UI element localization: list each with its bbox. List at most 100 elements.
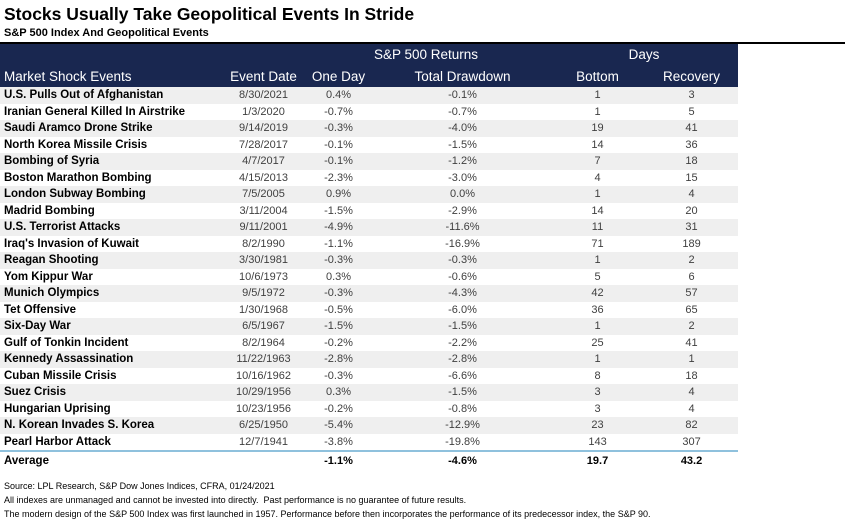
value-cell: -0.6% [448,270,477,283]
value-cell: 189 [682,237,701,250]
page-title: Stocks Usually Take Geopolitical Events … [4,4,415,24]
value-cell: 0.3% [325,386,352,398]
col-header-total-drawdown: Total Drawdown [375,64,551,87]
value-cell: -0.7% [448,105,477,118]
value-cell: -5.4% [324,419,353,431]
value-cell: -0.5% [324,303,353,316]
geopolitical-events-table: S&P 500 Returns Days Market Shock Events… [0,44,739,470]
value-cell: 10/23/1956 [235,402,292,415]
value-cell: 8/2/1964 [242,336,285,349]
value-cell: -4.3% [448,287,477,299]
event-name-cell: Hungarian Uprising [4,402,111,415]
value-cell: 4/15/2013 [239,171,288,184]
event-name-cell: Average [4,455,49,467]
value-cell: 0.4% [325,89,352,101]
table-row: Boston Marathon Bombing 4/15/2013 -2.3% -3.… [0,170,738,187]
value-cell: -0.8% [448,402,477,415]
value-cell: -0.1% [448,89,477,101]
table-row: Cuban Missile Crisis 10/16/1962 -0.3% -6.6%… [0,368,738,385]
value-cell: 10/6/1973 [239,270,288,283]
table-row: North Korea Missile Crisis 7/28/2017 -0.1%… [0,137,738,154]
event-name-cell: Reagan Shooting [4,254,99,266]
value-cell: -6.0% [448,303,477,316]
table-row: Kennedy Assassination 11/22/1963 -2.8% -2.8… [0,351,739,368]
value-cell: -16.9% [445,237,480,250]
value-cell: -1.1% [324,455,353,467]
value-cell: 7/5/2005 [242,188,285,200]
event-name-cell: Munich Olympics [4,287,100,299]
value-cell: 1/3/2020 [242,105,285,118]
value-cell: 1 [594,353,601,365]
value-cell: 14 [591,138,604,151]
value-cell: -0.3% [324,254,353,266]
value-cell: -0.3% [324,369,353,382]
value-cell: 9/14/2019 [239,122,288,134]
event-name-cell: Iranian General Killed In Airstrike [4,105,186,118]
table-row: Reagan Shooting 3/30/1981 -0.3% -0.3% 1 2 [0,252,739,269]
value-cell: 5 [688,105,695,118]
value-cell: 4 [688,188,695,200]
table-row: Suez Crisis 10/29/1956 0.3% -1.5% 3 4 [0,384,739,401]
value-cell: 6/25/1950 [239,419,288,431]
event-name-cell: N. Korean Invades S. Korea [4,419,155,431]
value-cell: -2.8% [448,353,477,365]
value-cell: 4/7/2017 [242,155,285,167]
value-cell: 18 [685,155,698,167]
table-row: Munich Olympics 9/5/1972 -0.3% -4.3% 42 57 [0,285,739,302]
value-cell: 6/5/1967 [242,320,285,332]
value-cell: 41 [685,122,698,134]
value-cell: -3.0% [448,171,477,184]
event-name-cell: North Korea Missile Crisis [4,138,148,151]
value-cell: -0.3% [448,254,477,266]
event-name-cell: Suez Crisis [4,386,66,398]
value-cell: 1 [594,320,601,332]
event-name-cell: Yom Kippur War [4,270,93,283]
value-cell: 36 [685,138,698,151]
table-row: Madrid Bombing 3/11/2004 -1.5% -2.9% 14 20 [0,203,738,220]
value-cell: 8/2/1990 [242,237,285,250]
value-cell: 82 [685,419,698,431]
event-name-cell: U.S. Pulls Out of Afghanistan [4,89,164,101]
value-cell: 3 [594,386,601,398]
value-cell: 4 [594,171,601,184]
value-cell: 1 [688,353,695,365]
value-cell: 3 [594,402,601,415]
event-name-cell: Pearl Harbor Attack [4,435,111,448]
page-subtitle: S&P 500 Index And Geopolitical Events [4,27,209,39]
table-header: S&P 500 Returns Days Market Shock Events… [0,44,739,87]
value-cell: 31 [685,221,698,233]
table-row: Tet Offensive 1/30/1968 -0.5% -6.0% 36 65 [0,302,738,319]
table-row: U.S. Pulls Out of Afghanistan 8/30/2021 0.… [0,87,739,104]
value-cell: 71 [591,237,604,250]
value-cell: 9/5/1972 [242,287,285,299]
value-cell: -0.1% [324,138,353,151]
value-cell: 36 [591,303,604,316]
value-cell: 14 [591,204,604,217]
footnote-disclaimer: All indexes are unmanaged and cannot be … [4,495,467,505]
value-cell: 1 [594,254,601,266]
value-cell: 1 [594,105,601,118]
value-cell: -0.1% [324,155,353,167]
value-cell: -1.2% [448,155,477,167]
table-row: Iraq's Invasion of Kuwait 8/2/1990 -1.1% -1… [0,236,738,253]
value-cell: 19 [591,122,604,134]
value-cell: -0.3% [324,287,353,299]
value-cell: -2.8% [324,353,353,365]
value-cell: 23 [591,419,604,431]
value-cell: -4.6% [448,455,477,467]
value-cell: -6.6% [448,369,477,382]
value-cell: 7/28/2017 [239,138,288,151]
event-name-cell: Madrid Bombing [4,204,95,217]
event-name-cell: U.S. Terrorist Attacks [4,221,121,233]
value-cell: -12.9% [445,419,480,431]
value-cell: -19.8% [445,435,480,448]
value-cell: -1.5% [324,204,353,217]
value-cell: -1.5% [448,386,477,398]
value-cell: -0.7% [324,105,353,118]
group-header-days: Days [550,44,739,64]
value-cell: 57 [685,287,698,299]
value-cell: -11.6% [445,221,480,233]
value-cell: 1/30/1968 [239,303,288,316]
value-cell: -1.5% [324,320,353,332]
event-name-cell: Cuban Missile Crisis [4,369,117,382]
